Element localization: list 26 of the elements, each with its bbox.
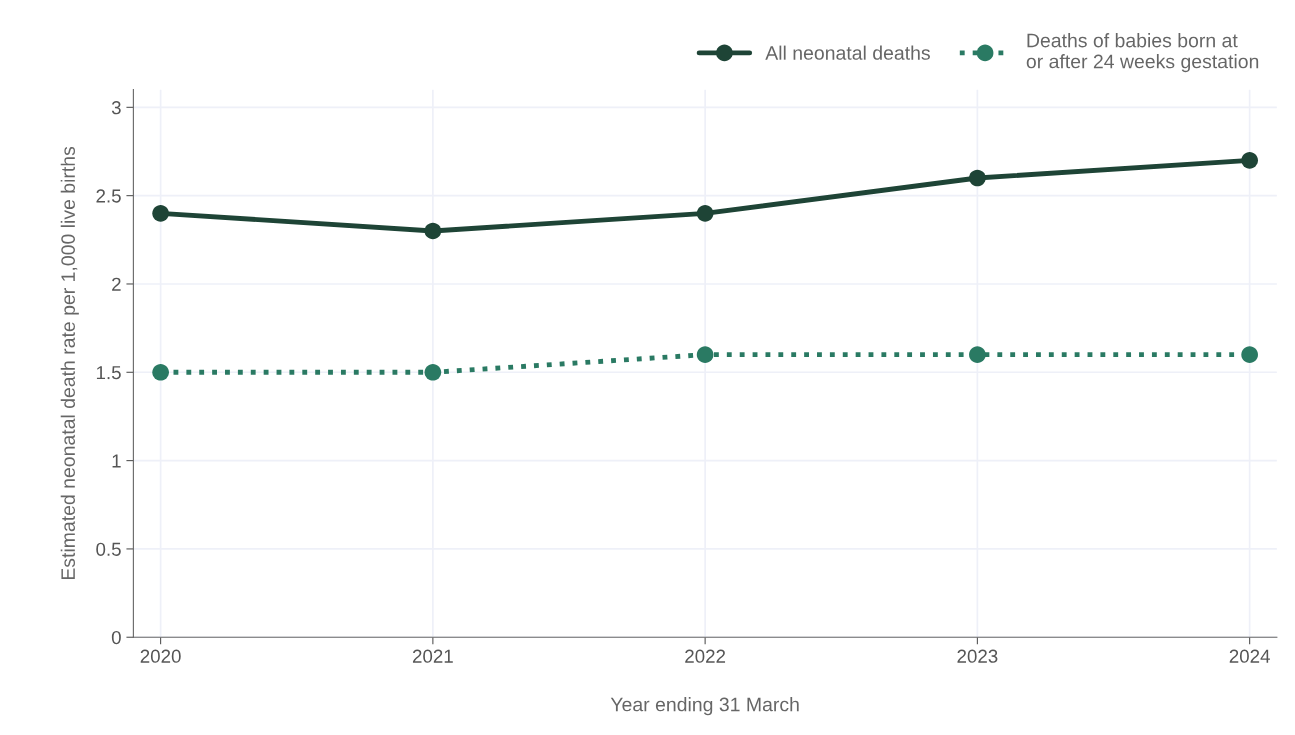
y-tick-label: 2.5	[96, 189, 121, 203]
point	[969, 346, 986, 363]
x-tick-label: 2021	[412, 649, 453, 663]
x-tick-label: 2022	[685, 649, 726, 663]
y-tick-label: 1	[112, 454, 121, 468]
y-tick-label: 2	[112, 277, 121, 291]
point	[152, 204, 169, 222]
y-tick-label: 3	[111, 101, 121, 115]
point	[1241, 346, 1258, 363]
point	[424, 222, 442, 240]
point	[152, 363, 169, 381]
point	[424, 363, 442, 381]
y-tick-label: 0	[111, 630, 121, 645]
point	[696, 346, 714, 363]
y-axis-title: Estimated neonatal death rate per 1,000 live births	[60, 146, 79, 580]
point	[696, 204, 714, 222]
y-tick-label: 1.5	[96, 366, 121, 380]
x-tick-label: 2020	[140, 649, 181, 663]
y-tick-label: 0.5	[96, 542, 121, 556]
x-axis-title: Year ending 31 March	[610, 697, 799, 716]
legend-label: Deaths of babies born at or after 24 weeks gestation	[1026, 33, 1259, 73]
x-tick-label: 2023	[957, 649, 998, 663]
legend-label: All neonatal deaths	[765, 45, 930, 60]
point	[1241, 151, 1258, 169]
point	[969, 169, 986, 187]
x-tick-label: 2024	[1229, 649, 1270, 663]
